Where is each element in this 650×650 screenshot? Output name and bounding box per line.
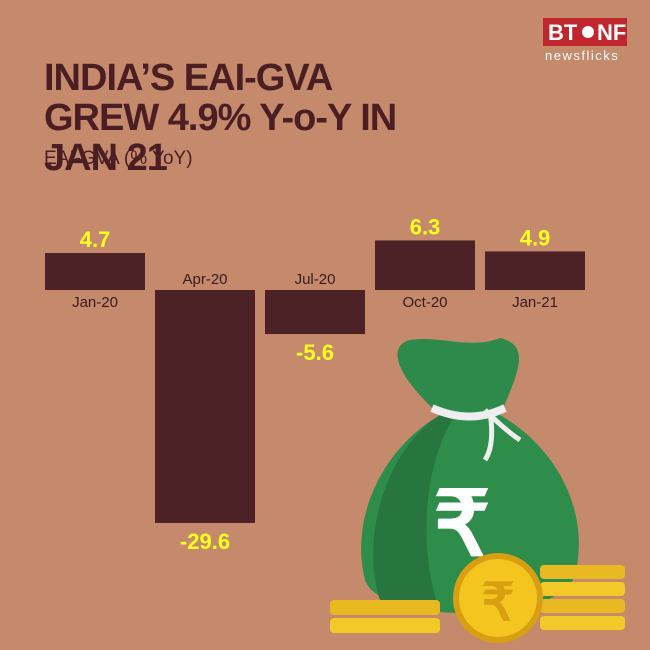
- logo-right: NF: [597, 20, 626, 45]
- svg-text:₹: ₹: [481, 574, 514, 632]
- value-label: 4.9: [520, 225, 551, 250]
- bar: [155, 290, 255, 523]
- bar: [375, 240, 475, 290]
- logo: BT NF newsflicks: [543, 18, 627, 63]
- x-tick-label: Oct-20: [402, 294, 447, 311]
- x-tick-label: Jul-20: [295, 271, 336, 288]
- value-label: -5.6: [296, 340, 334, 365]
- bar: [265, 290, 365, 335]
- chart-title: INDIA’S EAI-GVA GREW 4.9% Y-o-Y IN JAN 2…: [44, 57, 397, 179]
- logo-left: BT: [548, 20, 578, 45]
- logo-tagline: newsflicks: [545, 48, 619, 63]
- value-label: 4.7: [80, 227, 111, 252]
- money-bag: ₹ ₹: [330, 338, 625, 643]
- x-tick-label: Apr-20: [182, 271, 227, 288]
- chart-subtitle: EAI-GVA (% YoY): [44, 148, 193, 169]
- x-tick-label: Jan-21: [512, 294, 558, 311]
- value-label: 6.3: [410, 214, 441, 239]
- value-label: -29.6: [180, 529, 230, 554]
- x-tick-label: Jan-20: [72, 294, 118, 311]
- bar: [485, 251, 585, 290]
- bar: [45, 253, 145, 290]
